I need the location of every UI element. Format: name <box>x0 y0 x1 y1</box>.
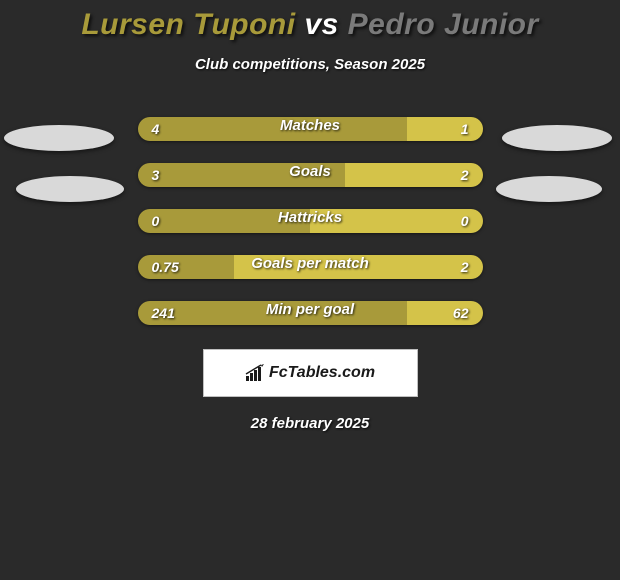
stat-bar: 4 1 Matches <box>138 117 483 141</box>
metric-label: Hattricks <box>278 209 342 226</box>
player2-marker-2 <box>496 176 602 202</box>
left-value: 241 <box>152 305 175 321</box>
player2-name: Pedro Junior <box>348 8 539 41</box>
player2-marker-1 <box>502 125 612 151</box>
comparison-infographic: Lursen Tuponi vs Pedro Junior Club compe… <box>0 0 620 432</box>
page-title: Lursen Tuponi vs Pedro Junior <box>0 8 620 42</box>
stat-row: 241 62 Min per goal <box>0 301 620 325</box>
right-value: 62 <box>453 305 469 321</box>
stat-bar: 241 62 Min per goal <box>138 301 483 325</box>
left-value: 0 <box>152 213 160 229</box>
stat-bar: 0 0 Hattricks <box>138 209 483 233</box>
player1-name: Lursen Tuponi <box>81 8 295 41</box>
bar-segment-left: 0.75 <box>138 255 235 279</box>
metric-label: Matches <box>280 117 340 134</box>
bar-segment-right: 2 <box>345 163 483 187</box>
left-value: 0.75 <box>152 259 179 275</box>
metric-label: Min per goal <box>266 301 354 318</box>
stat-row: 0.75 2 Goals per match <box>0 255 620 279</box>
bar-segment-right: 1 <box>407 117 483 141</box>
date-label: 28 february 2025 <box>0 415 620 432</box>
bar-segment-right: 62 <box>407 301 483 325</box>
source-logo: FcTables.com <box>203 349 418 397</box>
left-value: 3 <box>152 167 160 183</box>
right-value: 2 <box>461 167 469 183</box>
left-value: 4 <box>152 121 160 137</box>
subtitle: Club competitions, Season 2025 <box>0 56 620 73</box>
right-value: 2 <box>461 259 469 275</box>
metric-label: Goals per match <box>251 255 369 272</box>
right-value: 1 <box>461 121 469 137</box>
vs-label: vs <box>304 8 338 41</box>
stat-bar: 0.75 2 Goals per match <box>138 255 483 279</box>
right-value: 0 <box>461 213 469 229</box>
stat-row: 0 0 Hattricks <box>0 209 620 233</box>
player1-marker-2 <box>16 176 124 202</box>
logo-text: FcTables.com <box>269 364 375 382</box>
player1-marker-1 <box>4 125 114 151</box>
stat-bar: 3 2 Goals <box>138 163 483 187</box>
bar-segment-left: 4 <box>138 117 407 141</box>
metric-label: Goals <box>289 163 331 180</box>
chart-icon <box>245 364 265 382</box>
